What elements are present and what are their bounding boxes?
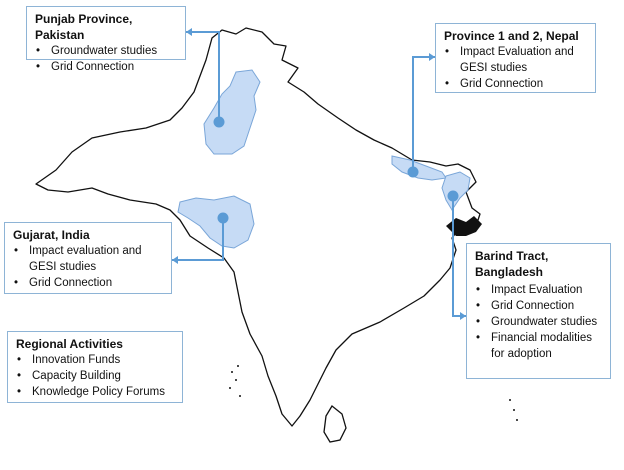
gujarat-connector xyxy=(172,218,224,261)
gujarat-callout: Gujarat, India Impact evaluation and GES… xyxy=(4,222,172,294)
list-item: Impact evaluation and GESI studies xyxy=(13,243,165,275)
nepal-list: Impact Evaluation and GESI studies Grid … xyxy=(444,44,589,92)
bangladesh-region xyxy=(441,171,471,211)
list-item: Impact Evaluation and GESI studies xyxy=(444,44,589,76)
barind-list: Impact Evaluation Grid Connection Ground… xyxy=(475,282,604,362)
regional-list: Innovation Funds Capacity Building Knowl… xyxy=(16,352,176,400)
gujarat-marker xyxy=(217,212,229,224)
nepal-connector xyxy=(412,56,435,172)
punjab-callout: Punjab Province, Pakistan Groundwater st… xyxy=(26,6,186,75)
gujarat-arrowhead xyxy=(172,256,178,264)
list-item: Groundwater studies xyxy=(475,314,604,330)
punjab-marker xyxy=(213,116,225,128)
bangladesh-delta xyxy=(446,216,482,236)
gujarat-region xyxy=(177,195,255,249)
list-item: Knowledge Policy Forums xyxy=(16,384,176,400)
nepal-marker xyxy=(407,166,419,178)
south-asia-outline xyxy=(35,27,481,427)
barind-callout: Barind Tract, Bangladesh Impact Evaluati… xyxy=(466,243,611,379)
nepal-arrowhead xyxy=(429,53,435,61)
gujarat-list: Impact evaluation and GESI studies Grid … xyxy=(13,243,165,291)
nepal-callout: Province 1 and 2, Nepal Impact Evaluatio… xyxy=(435,23,596,93)
list-item: Grid Connection xyxy=(475,298,604,314)
list-item: Grid Connection xyxy=(35,59,179,75)
punjab-title: Punjab Province, Pakistan xyxy=(35,12,133,42)
barind-arrowhead xyxy=(460,312,466,320)
barind-title: Barind Tract, Bangladesh xyxy=(475,249,549,279)
list-item: Grid Connection xyxy=(13,275,165,291)
punjab-arrowhead xyxy=(186,28,192,36)
nepal-region xyxy=(391,155,447,181)
punjab-list: Groundwater studies Grid Connection xyxy=(35,43,179,75)
list-item: Groundwater studies xyxy=(35,43,179,59)
regional-callout: Regional Activities Innovation Funds Cap… xyxy=(7,331,183,403)
list-item: Innovation Funds xyxy=(16,352,176,368)
islands xyxy=(229,365,518,421)
nepal-title: Province 1 and 2, Nepal xyxy=(444,29,579,43)
sri-lanka-outline xyxy=(323,405,347,443)
barind-marker xyxy=(447,190,459,202)
regional-title: Regional Activities xyxy=(16,337,123,351)
gujarat-title: Gujarat, India xyxy=(13,228,90,242)
list-item: Financial modalities for adoption xyxy=(475,330,604,362)
list-item: Grid Connection xyxy=(444,76,589,92)
connector-arrows xyxy=(172,28,466,320)
list-item: Capacity Building xyxy=(16,368,176,384)
location-markers xyxy=(213,116,459,224)
list-item: Impact Evaluation xyxy=(475,282,604,298)
punjab-connector xyxy=(186,31,220,122)
